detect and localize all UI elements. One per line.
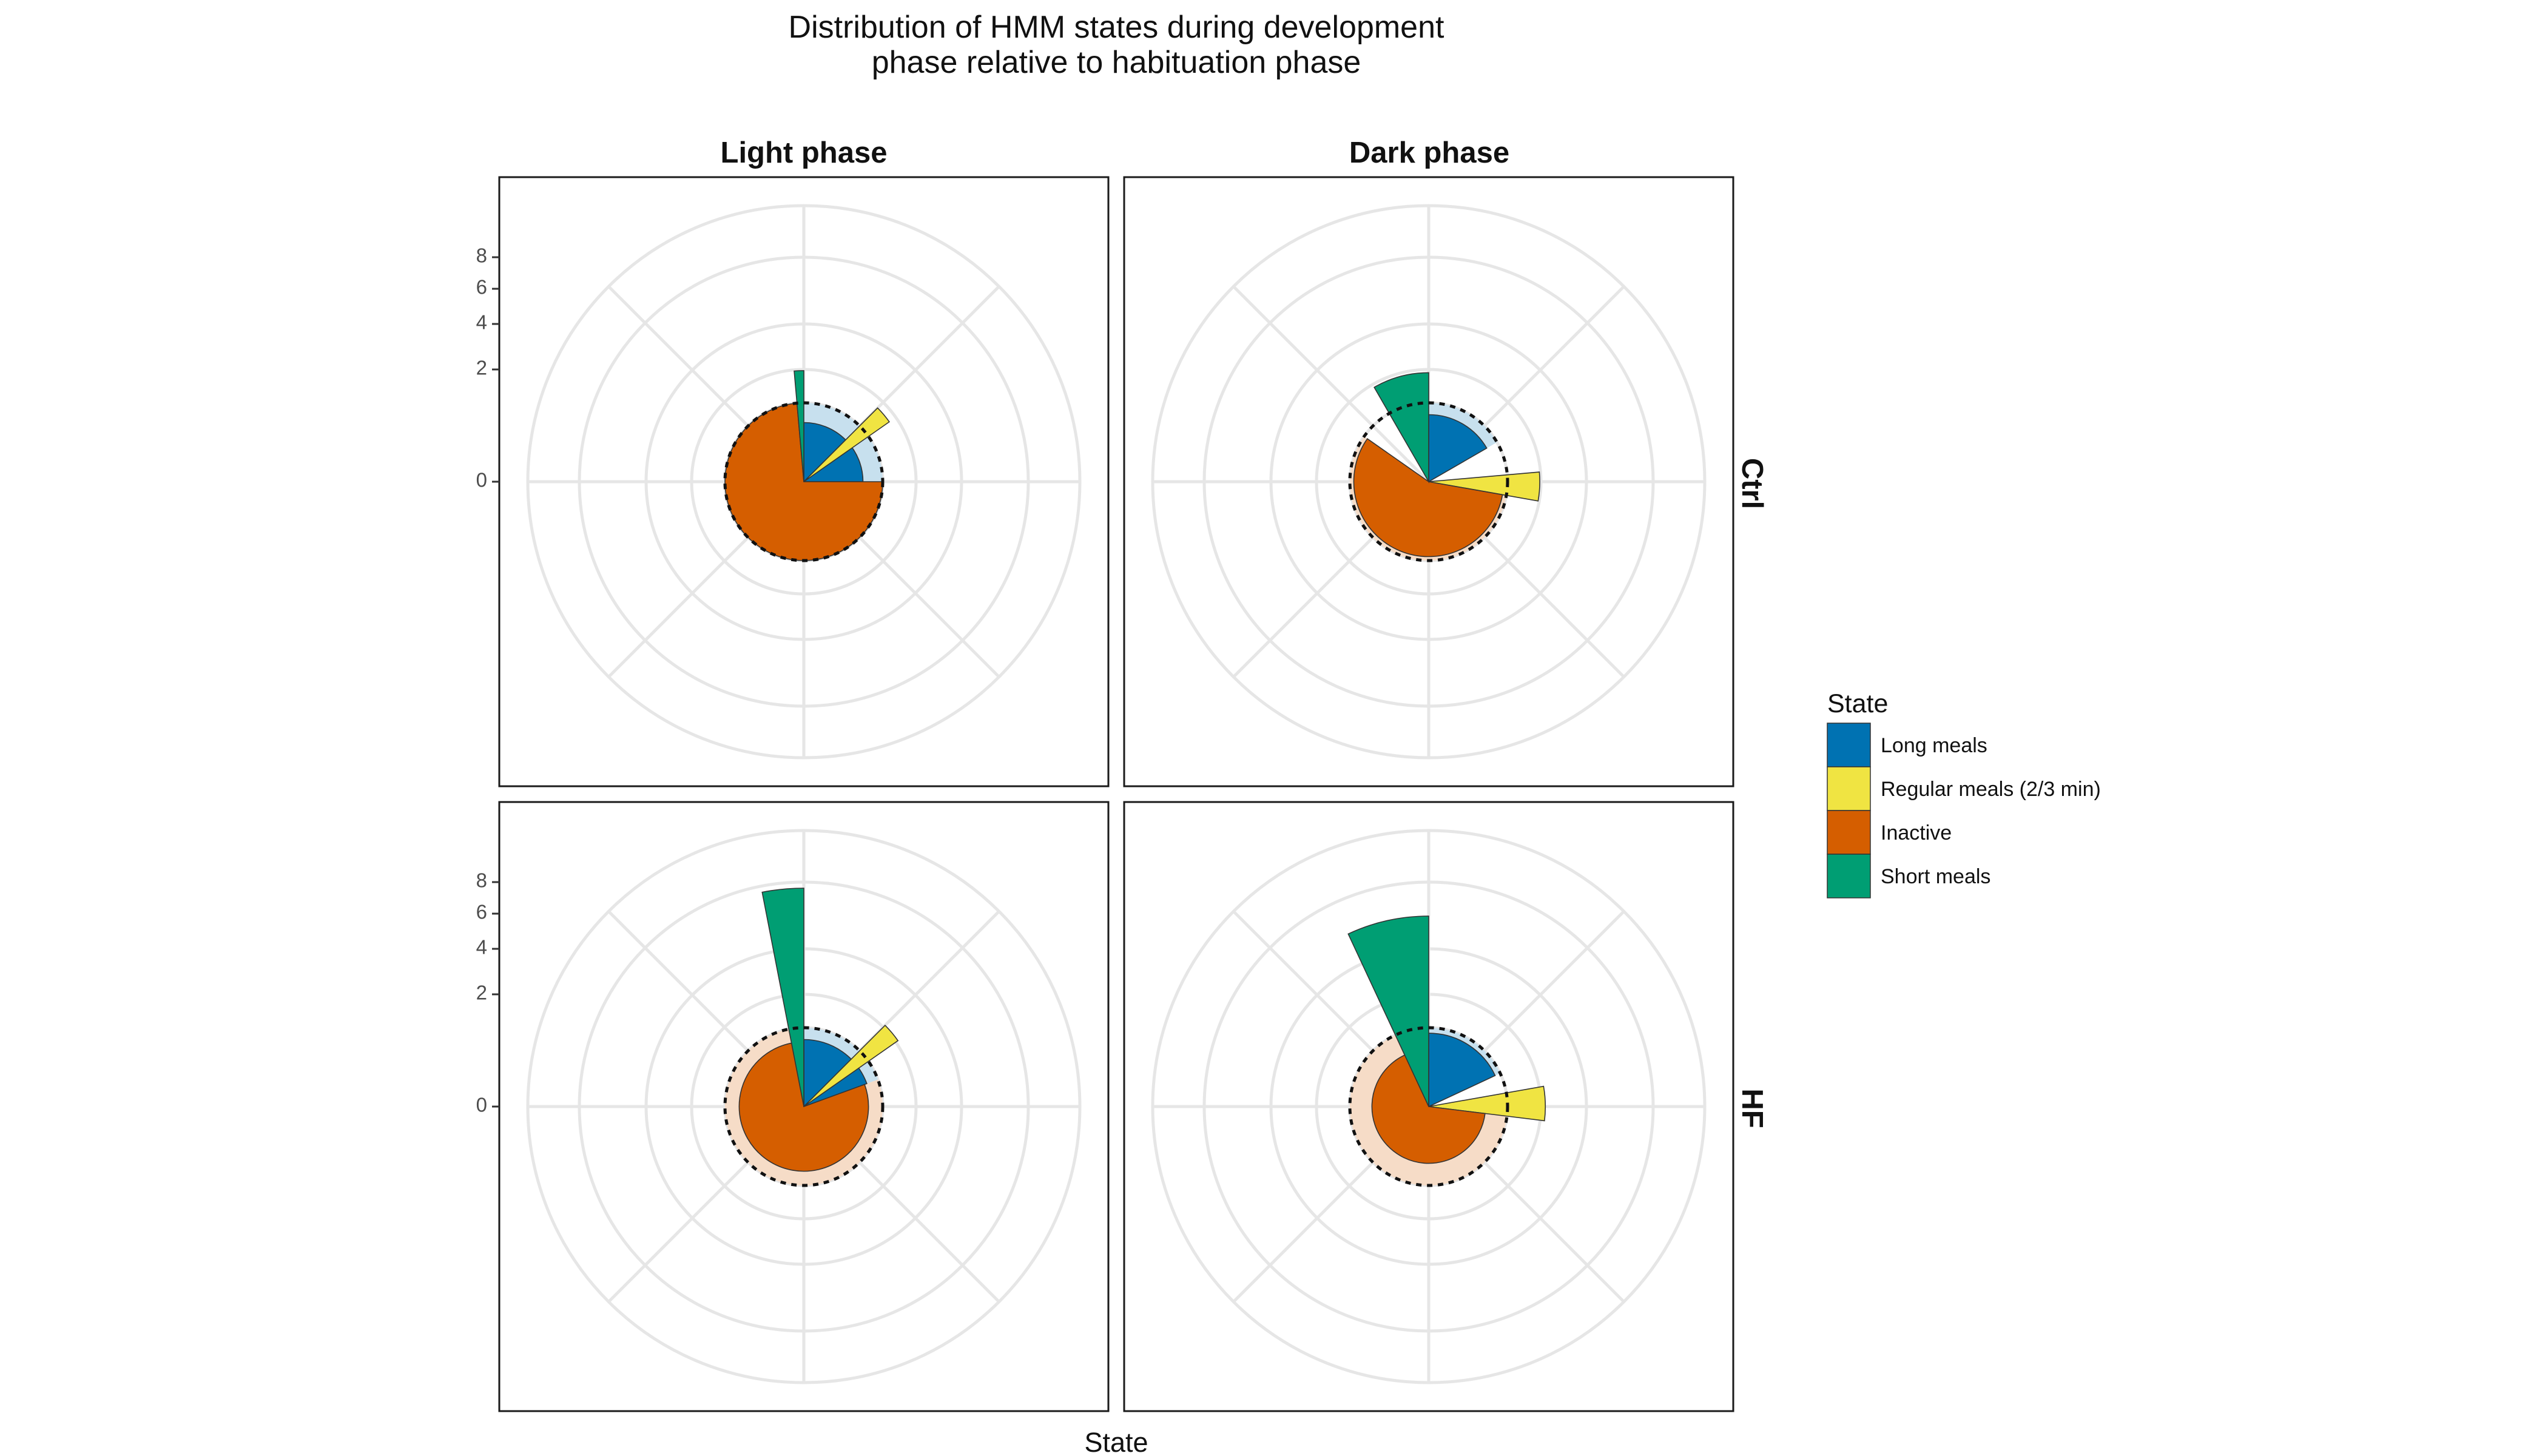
legend-label-inactive: Inactive — [1881, 821, 1952, 844]
reference-ring — [723, 1026, 885, 1187]
legend-label-short-meals: Short meals — [1881, 865, 1990, 888]
wedge-short-meals — [1347, 915, 1429, 1107]
legend-label-regular-meals: Regular meals (2/3 min) — [1881, 778, 2101, 801]
legend-title: State — [1827, 689, 1888, 718]
wedge-regular-meals-2-3-min — [803, 1024, 899, 1107]
reference-ring — [723, 401, 885, 562]
facet-panels: 0 2 4 6 8 0 2 4 6 8 — [476, 176, 1734, 1412]
panel-border — [1123, 801, 1734, 1412]
chart-title-line-1: Distribution of HMM states during develo… — [789, 10, 1444, 45]
x-axis-label: State — [1084, 1427, 1148, 1456]
legend-label-long-meals: Long meals — [1881, 734, 1987, 757]
panel-light-phase-hf: 0 2 4 6 8 — [476, 801, 1110, 1412]
y-tick-label: 6 — [476, 276, 487, 298]
wedge-regular-meals-2-3-min — [1428, 471, 1540, 502]
y-tick-label: 4 — [476, 936, 487, 959]
y-tick-label: 0 — [476, 469, 487, 491]
panel-light-phase-ctrl: 0 2 4 6 8 — [476, 176, 1110, 787]
y-tick-label: 8 — [476, 869, 487, 892]
reference-ring — [1348, 1026, 1509, 1187]
grid-spoke — [1232, 285, 1430, 483]
y-tick-label: 4 — [476, 311, 487, 334]
strip-dark-phase: Dark phase — [1349, 136, 1509, 169]
wedge-long-meals — [1428, 414, 1488, 483]
y-tick-label: 0 — [476, 1094, 487, 1116]
legend-swatch-long-meals — [1827, 723, 1871, 767]
chart-title-line-2: phase relative to habituation phase — [872, 45, 1361, 80]
wedge-inactive — [1353, 438, 1503, 558]
wedge-long-meals — [1428, 1033, 1496, 1108]
strip-light-phase: Light phase — [721, 136, 888, 169]
y-tick-label: 8 — [476, 244, 487, 267]
panel-dark-phase-ctrl — [1123, 176, 1734, 787]
panel-border — [1123, 176, 1734, 787]
wedge-long-meals — [803, 1039, 868, 1108]
y-tick-label: 6 — [476, 901, 487, 923]
panel-dark-phase-hf — [1123, 801, 1734, 1412]
legend-swatch-inactive — [1827, 810, 1871, 855]
strip-hf: HF — [1736, 1088, 1768, 1128]
wedge-regular-meals-2-3-min — [803, 407, 891, 482]
wedge-short-meals — [1373, 372, 1429, 484]
legend-swatch-regular-meals — [1827, 766, 1871, 811]
wedge-short-meals — [794, 370, 804, 482]
legend-swatch-short-meals — [1827, 854, 1871, 898]
wedge-inactive — [724, 402, 883, 561]
wedge-short-meals — [761, 888, 804, 1107]
wedge-regular-meals-2-3-min — [1428, 1085, 1546, 1122]
legend: State Long meals Regular meals (2/3 min)… — [1827, 689, 2101, 898]
y-tick-label: 2 — [476, 982, 487, 1004]
reference-ring — [1348, 401, 1509, 562]
y-tick-label: 2 — [476, 357, 487, 379]
strip-ctrl: Ctrl — [1736, 458, 1768, 509]
